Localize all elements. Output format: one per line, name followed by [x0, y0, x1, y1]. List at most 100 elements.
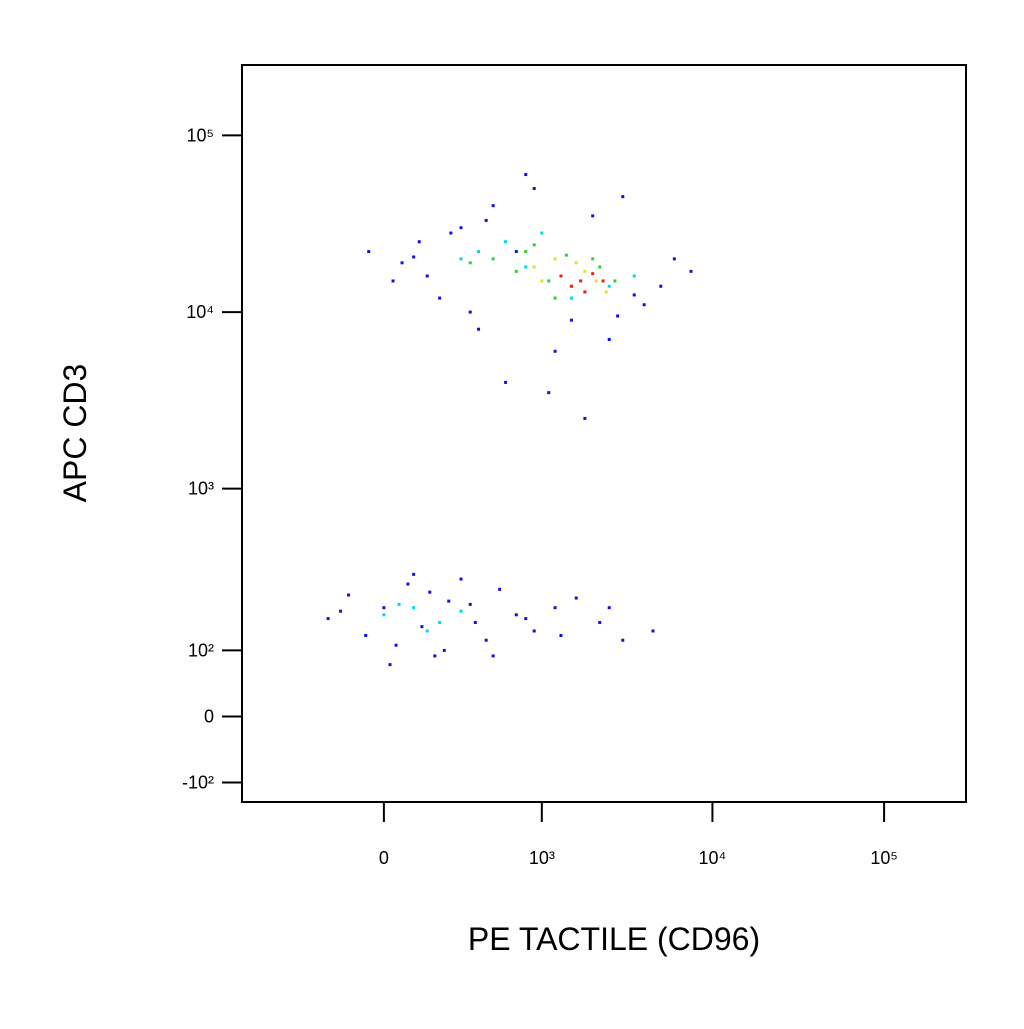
point [632, 274, 636, 278]
point [484, 218, 488, 222]
point [491, 204, 495, 208]
x-tick-label: 10³ [529, 848, 555, 868]
point [659, 284, 663, 288]
point [459, 577, 463, 581]
point [616, 314, 620, 318]
y-axis-label: APC CD3 [57, 364, 93, 503]
point [417, 240, 421, 244]
y-tick-label: -10² [182, 773, 214, 793]
point [598, 265, 602, 269]
point [553, 296, 557, 300]
y-tick-label: 10² [188, 640, 214, 660]
point [391, 279, 395, 283]
point [621, 638, 625, 642]
point [459, 257, 463, 261]
point [412, 572, 416, 576]
point [594, 279, 598, 283]
x-axis-label: PE TACTILE (CD96) [468, 921, 760, 957]
point [459, 226, 463, 230]
point [524, 617, 528, 621]
point [574, 261, 578, 265]
point [347, 593, 351, 597]
point [447, 599, 451, 603]
point [532, 187, 536, 191]
point [449, 231, 453, 235]
point [524, 250, 528, 254]
point [438, 621, 442, 625]
point [547, 279, 551, 283]
point [553, 606, 557, 610]
point [579, 279, 583, 283]
point [540, 279, 544, 283]
point [642, 303, 646, 307]
point [583, 290, 587, 294]
point [438, 296, 442, 300]
point [553, 349, 557, 353]
point [574, 596, 578, 600]
point [591, 257, 595, 261]
point [569, 284, 573, 288]
point [400, 261, 404, 265]
point [532, 629, 536, 633]
point [491, 257, 495, 261]
point [604, 290, 608, 294]
point [498, 587, 502, 591]
x-tick-label: 0 [379, 848, 389, 868]
point [514, 613, 518, 617]
point [442, 648, 446, 652]
point [382, 606, 386, 610]
x-tick-label: 10⁴ [699, 848, 727, 868]
point [524, 173, 528, 177]
point [524, 265, 528, 269]
point [598, 621, 602, 625]
point [339, 609, 343, 613]
point [484, 638, 488, 642]
point [514, 250, 518, 254]
point [406, 582, 410, 586]
point [425, 629, 429, 633]
point [491, 654, 495, 658]
point [468, 310, 472, 314]
point [420, 625, 424, 629]
point [412, 606, 416, 610]
point [569, 296, 573, 300]
point [382, 613, 386, 617]
point [564, 253, 568, 257]
point [559, 274, 563, 278]
y-tick-label: 10³ [188, 479, 214, 499]
point [569, 318, 573, 322]
point [473, 621, 477, 625]
point [607, 284, 611, 288]
point [433, 654, 437, 658]
point [583, 416, 587, 420]
point [583, 269, 587, 273]
point [607, 337, 611, 341]
point [326, 617, 330, 621]
y-tick-label: 10⁴ [186, 302, 214, 322]
point [477, 327, 481, 331]
point [388, 663, 392, 667]
point [601, 279, 605, 283]
point [532, 265, 536, 269]
point [504, 380, 508, 384]
point [607, 606, 611, 610]
point [459, 609, 463, 613]
point [632, 293, 636, 297]
point [367, 250, 371, 254]
point [477, 250, 481, 254]
point [468, 261, 472, 265]
point [689, 269, 693, 273]
point [559, 633, 563, 637]
point [397, 602, 401, 606]
plot-frame [241, 64, 967, 803]
point [651, 629, 655, 633]
point [540, 231, 544, 235]
point [613, 279, 617, 283]
point [532, 243, 536, 247]
y-tick-label: 10⁵ [187, 125, 214, 145]
x-tick-label: 10⁵ [870, 848, 897, 868]
point [468, 602, 472, 606]
point [412, 255, 416, 259]
point [672, 257, 676, 261]
